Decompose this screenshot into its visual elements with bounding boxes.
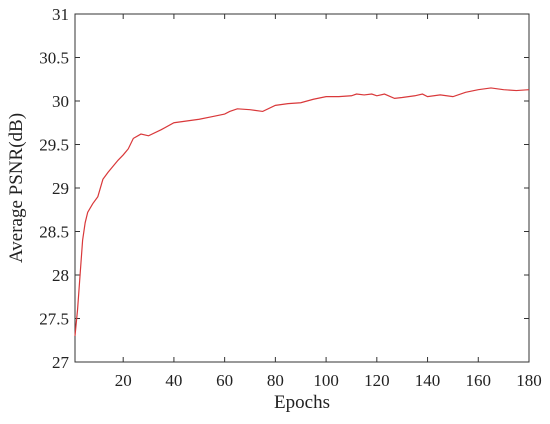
y-tick-label: 27 (52, 353, 70, 372)
x-tick-label: 120 (364, 371, 390, 390)
y-tick-label: 29.5 (39, 136, 69, 155)
x-tick-label: 80 (267, 371, 284, 390)
x-tick-label: 180 (516, 371, 542, 390)
x-tick-label: 60 (216, 371, 233, 390)
plot-frame (74, 13, 530, 363)
y-tick-label: 28.5 (39, 223, 69, 242)
x-axis-label: Epochs (274, 392, 330, 413)
y-axis-label: Average PSNR(dB) (6, 113, 27, 263)
y-tick-label: 28 (52, 266, 69, 285)
x-tick-label: 100 (313, 371, 339, 390)
y-tick-label: 30.5 (39, 49, 69, 68)
y-tick-label: 27.5 (39, 310, 69, 329)
x-tick-label: 20 (115, 371, 132, 390)
y-tick-label: 30 (52, 92, 69, 111)
x-tick-label: 140 (415, 371, 441, 390)
y-tick-label: 29 (52, 179, 69, 198)
x-tick-label: 40 (165, 371, 182, 390)
y-tick-label: 31 (52, 5, 69, 24)
data-line (74, 87, 530, 336)
x-tick-label: 160 (466, 371, 492, 390)
